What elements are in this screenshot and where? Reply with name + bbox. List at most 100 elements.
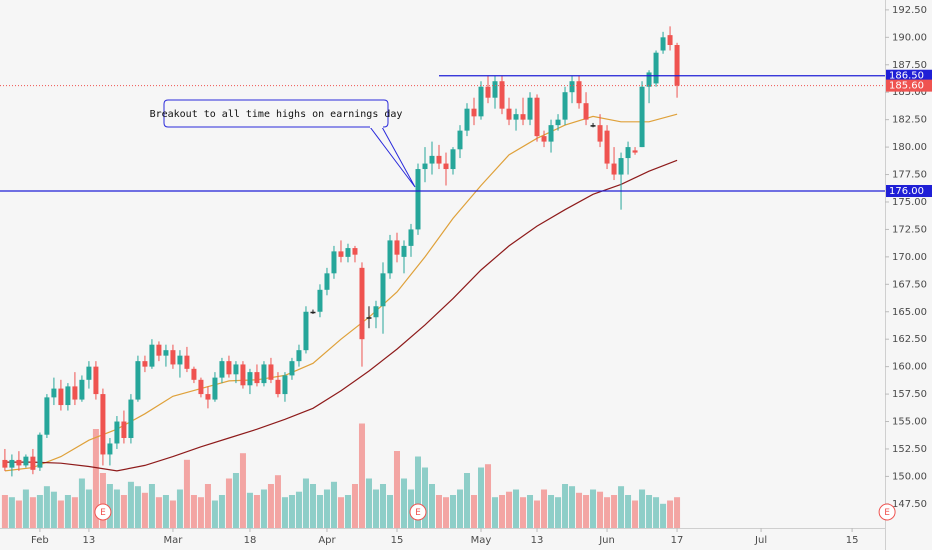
candle-body <box>506 108 512 120</box>
y-tick-label: 172.50 <box>892 224 927 235</box>
volume-bar <box>443 497 450 528</box>
volume-bar <box>421 467 428 528</box>
candle-body <box>114 421 120 444</box>
volume-bar <box>632 500 639 528</box>
volume-bar <box>267 484 274 528</box>
candle-body <box>443 163 449 170</box>
candle-body <box>177 355 183 365</box>
volume-bar <box>590 489 597 528</box>
x-tick-label: Apr <box>318 535 336 546</box>
candle-body <box>499 81 505 109</box>
y-tick-label: 155.00 <box>892 417 927 428</box>
candle-body <box>170 350 176 365</box>
volume-bar <box>457 489 464 528</box>
candle-body <box>205 394 211 400</box>
candle-body <box>51 388 57 398</box>
level-label: 186.50 <box>889 71 924 82</box>
volume-bar <box>295 491 302 528</box>
volume-bar <box>506 491 513 528</box>
y-tick-label: 167.50 <box>892 279 927 290</box>
candle-body <box>331 251 337 274</box>
candle-body <box>674 45 680 86</box>
candle-body <box>667 35 673 46</box>
candle-body <box>30 456 36 470</box>
level-label: 176.00 <box>889 186 924 197</box>
volume-bar <box>527 495 534 528</box>
volume-bar <box>239 453 246 528</box>
volume-bar <box>183 459 190 528</box>
moving-average <box>4 159 678 472</box>
volume-bar <box>372 489 379 528</box>
x-tick-label: 13 <box>83 535 96 546</box>
volume-bar <box>513 489 520 528</box>
candle-body <box>163 350 169 356</box>
volume-bar <box>358 423 365 528</box>
candle-body <box>387 240 393 274</box>
candle-body <box>590 125 596 127</box>
last-price-label: 185.60 <box>889 81 924 92</box>
candle-body <box>660 37 666 51</box>
volume-bar <box>562 484 569 528</box>
volume-bar <box>57 500 64 528</box>
volume-bar <box>660 503 667 528</box>
candle-body <box>72 386 78 400</box>
candle-body <box>569 81 575 93</box>
y-tick-label: 192.50 <box>892 5 927 16</box>
candle-body <box>597 125 603 142</box>
earnings-label: E <box>884 508 890 518</box>
candle-body <box>275 379 281 395</box>
candle-body <box>65 386 71 406</box>
volume-bar <box>309 484 316 528</box>
candle-body <box>639 86 645 148</box>
volume-bar <box>534 500 541 528</box>
candle-body <box>142 361 148 367</box>
volume-bar <box>64 495 71 528</box>
candle-body <box>254 372 260 384</box>
candle-body <box>359 267 365 340</box>
volume-bar <box>106 484 113 528</box>
candle-body <box>625 147 631 159</box>
volume-bar <box>232 473 239 528</box>
y-tick-label: 152.50 <box>892 444 927 455</box>
volume-bar <box>211 500 218 528</box>
x-tick-label: 15 <box>391 535 404 546</box>
candle-body <box>436 155 442 164</box>
y-tick-label: 160.00 <box>892 362 927 373</box>
candle-body <box>296 350 302 362</box>
volume-bar <box>225 478 232 528</box>
candle-body <box>9 459 15 468</box>
candle-body <box>338 251 344 257</box>
earnings-marker <box>94 503 112 521</box>
candle-body <box>268 364 274 380</box>
candle-body <box>135 361 141 400</box>
volume-bar <box>414 456 421 528</box>
y-tick-label: 147.50 <box>892 499 927 510</box>
candle-body <box>492 81 498 98</box>
candle-body <box>219 361 225 378</box>
x-tick-label: Feb <box>31 535 49 546</box>
volume-bar <box>569 486 576 528</box>
volume-bar <box>450 495 457 528</box>
volume-bar <box>148 484 155 528</box>
volume-bar <box>492 497 499 528</box>
volume-bar <box>127 481 134 528</box>
volume-bar <box>260 489 267 528</box>
volume-bar <box>667 500 674 528</box>
volume-bar <box>162 495 169 528</box>
y-tick-label: 150.00 <box>892 471 927 482</box>
volume-bar <box>169 500 176 528</box>
volume-bar <box>43 486 50 528</box>
candle-body <box>415 169 421 230</box>
candle-body <box>450 149 456 170</box>
candle-body <box>611 163 617 175</box>
volume-bar <box>246 492 253 528</box>
x-tick-label: Jun <box>598 535 615 546</box>
candle-body <box>37 434 43 468</box>
volume-bar <box>393 451 400 528</box>
candle-body <box>128 399 134 438</box>
candle-body <box>303 311 309 351</box>
volume-bar <box>576 492 583 528</box>
candle-body <box>240 364 246 386</box>
candle-body <box>373 306 379 318</box>
